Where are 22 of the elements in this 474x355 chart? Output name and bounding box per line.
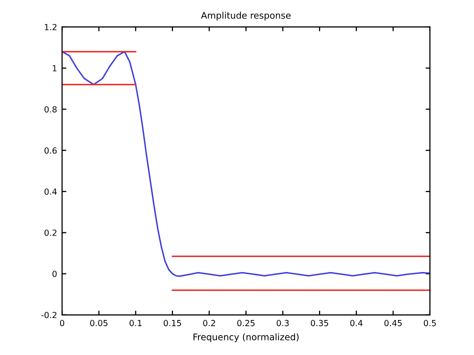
y-tick-label: 1 <box>52 65 56 72</box>
x-tick-label: 0.45 <box>384 320 402 326</box>
x-tick-label: 0.3 <box>276 320 289 326</box>
x-tick-label: 0.4 <box>350 320 363 326</box>
y-tick-label: 0.4 <box>44 188 57 195</box>
y-tick-label: 0.2 <box>44 230 56 236</box>
x-tick-label: 0.35 <box>310 320 328 326</box>
x-tick-label: 0.5 <box>424 320 436 326</box>
x-tick-label: 0.15 <box>164 320 181 326</box>
chart-title: Amplitude response <box>201 12 291 21</box>
line-series <box>62 50 430 277</box>
x-axis-title: Frequency (normalized) <box>194 333 299 342</box>
x-tick-label: 0.1 <box>130 320 142 326</box>
y-tick-label: 1.2 <box>44 24 56 30</box>
y-tick-label: 0.6 <box>44 147 57 154</box>
x-tick-label: 0 <box>60 320 64 326</box>
x-tick-label: 0.05 <box>90 320 108 326</box>
y-tick-label: -0.2 <box>41 312 56 318</box>
y-tick-label: 0.8 <box>44 106 57 113</box>
y-tick-label: 0 <box>52 270 57 278</box>
x-tick-label: 0.2 <box>203 320 216 326</box>
x-tick-label: 0.25 <box>237 320 255 326</box>
